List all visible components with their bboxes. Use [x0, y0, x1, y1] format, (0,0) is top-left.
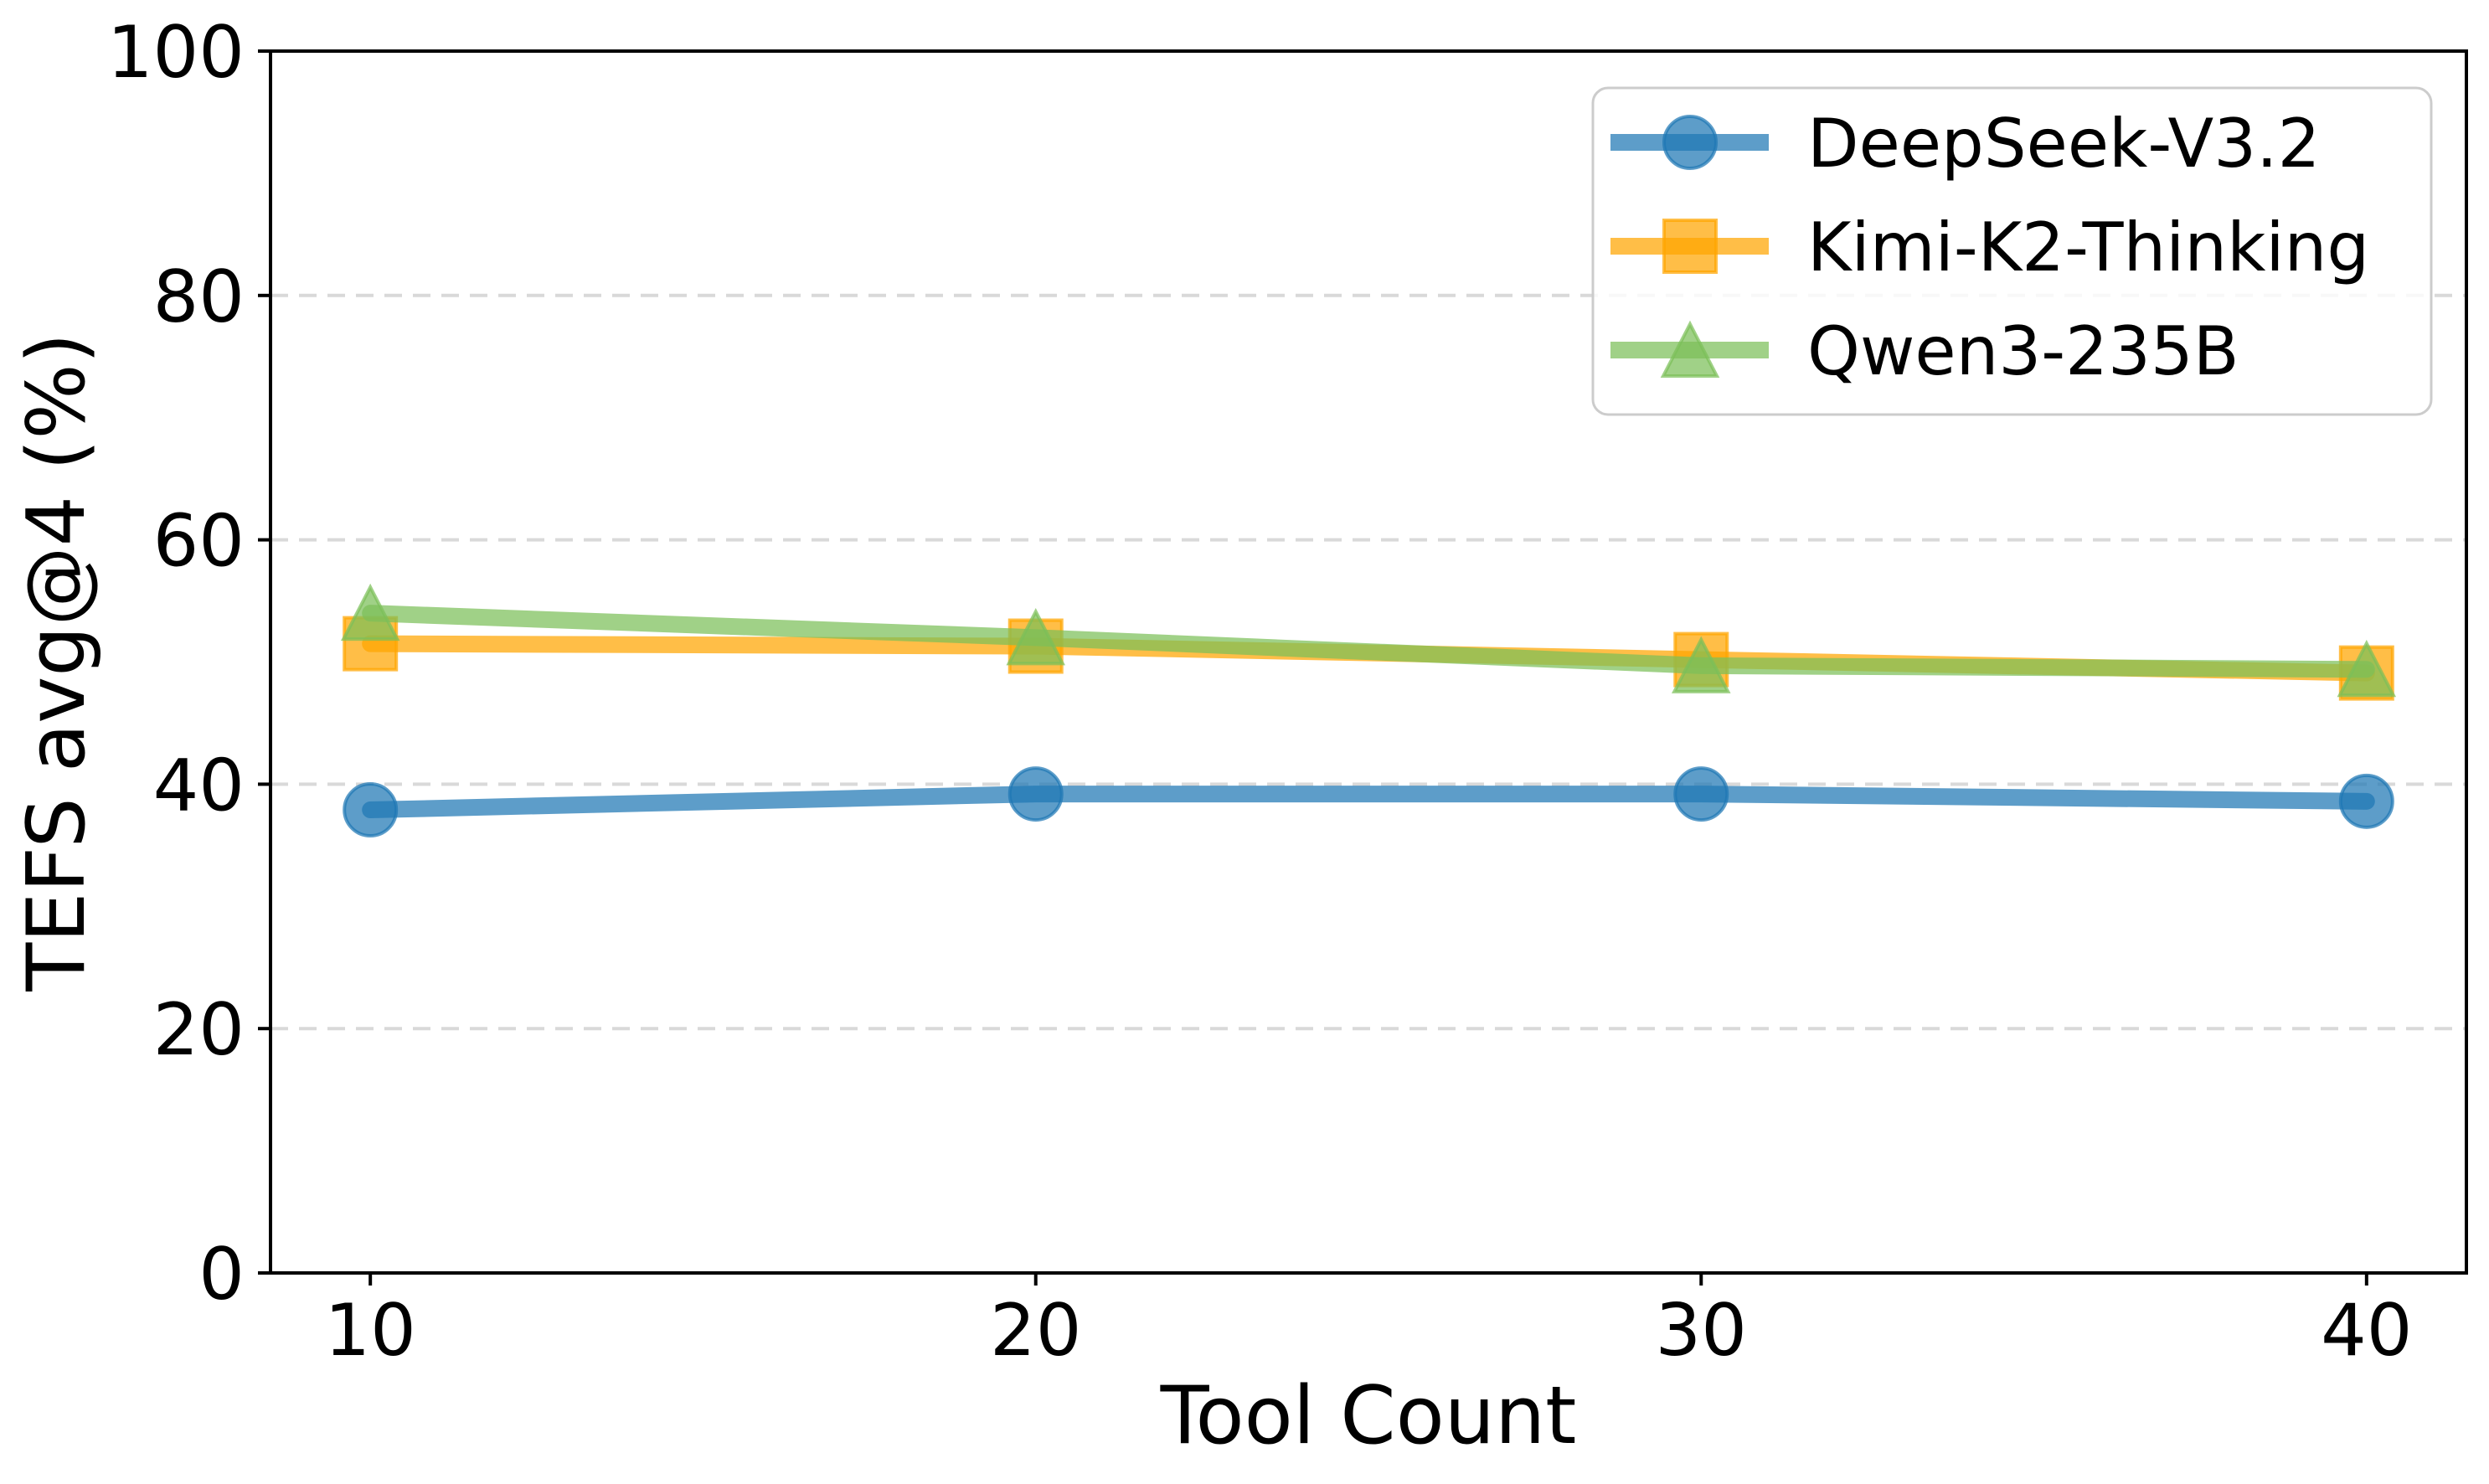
y-axis-title: TEFS avg@4 (%): [11, 332, 103, 992]
legend-entry-deepseek-v3-2: DeepSeek-V3.2: [1610, 105, 2321, 183]
legend-entry-kimi-k2-thinking: Kimi-K2-Thinking: [1610, 209, 2369, 286]
y-tick-label: 80: [153, 255, 245, 339]
x-axis-title: Tool Count: [1160, 1370, 1577, 1462]
x-tick-label: 30: [1656, 1289, 1747, 1373]
data-point-marker-x10: [340, 583, 400, 642]
y-tick-label: 100: [107, 11, 245, 95]
series-line: [362, 786, 2375, 819]
data-point-marker-x10: [343, 782, 399, 838]
legend-label: DeepSeek-V3.2: [1807, 105, 2321, 183]
y-tick-label: 20: [153, 988, 245, 1072]
legend-label: Kimi-K2-Thinking: [1807, 209, 2369, 286]
x-tick-label: 40: [2321, 1289, 2412, 1373]
legend-label: Qwen3-235B: [1807, 312, 2239, 390]
data-point-marker-x40: [2337, 639, 2397, 698]
x-tick-label: 10: [324, 1289, 415, 1373]
data-point-marker-x40: [2338, 773, 2394, 829]
data-point-marker-x30: [1671, 636, 1731, 693]
y-axis: 0 20 40 60 80 100: [107, 11, 271, 1317]
legend-box: [1591, 86, 2433, 416]
legend-triangle-marker: [1660, 320, 1720, 378]
series-deepseek-v3-2: [343, 766, 2394, 838]
series-qwen3-235b: [340, 583, 2397, 698]
y-tick-label: 0: [198, 1233, 245, 1317]
x-tick-label: 20: [990, 1289, 1081, 1373]
y-tick-label: 60: [153, 500, 245, 584]
data-point-marker-x20: [1006, 607, 1066, 666]
data-point-marker-x20: [1007, 766, 1064, 822]
legend-circle-marker: [1662, 115, 1718, 170]
series-line: [362, 605, 2375, 678]
y-tick-label: 40: [153, 744, 245, 827]
legend-entry-qwen3-235b: Qwen3-235B: [1610, 312, 2239, 390]
plot-border-spines: [269, 49, 2468, 1275]
data-point-marker-x30: [1673, 766, 1729, 822]
legend: DeepSeek-V3.2 Kimi-K2-Thinking Qwen3-235B: [1591, 86, 2433, 416]
x-axis: 10 20 30 40: [324, 1273, 2413, 1373]
legend-square-marker: [1662, 219, 1718, 274]
